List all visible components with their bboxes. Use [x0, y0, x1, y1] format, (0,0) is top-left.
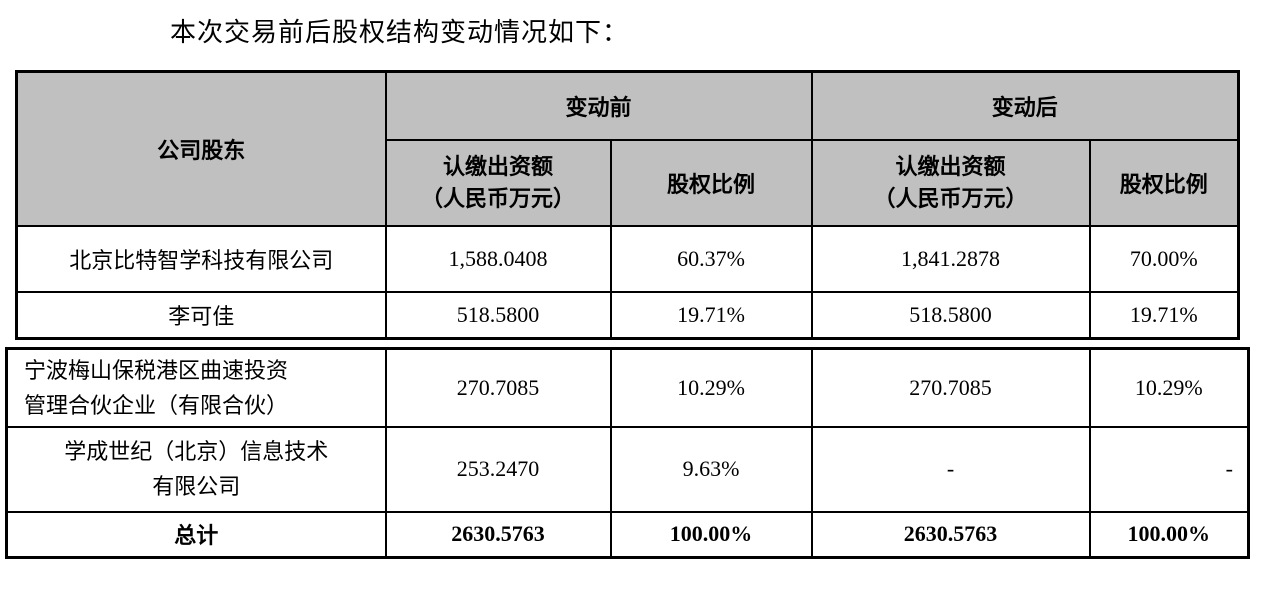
header-after-amount-line2: （人民币万元） — [873, 185, 1028, 211]
header-before-amount: 认缴出资额 （人民币万元） — [384, 138, 612, 227]
header-row-columns: 认缴出资额 （人民币万元） 股权比例 认缴出资额 （人民币万元） 股权比例 — [17, 138, 1240, 227]
equity-table-part2: 宁波梅山保税港区曲速投资管理合伙企业（有限合伙） 270.7085 10.29%… — [5, 347, 1250, 559]
shareholder-name-cell: 北京比特智学科技有限公司 — [15, 224, 387, 293]
header-before-amount-line1: 认缴出资额 — [442, 153, 553, 179]
before-amount-cell: 518.5800 — [384, 290, 612, 340]
header-after-amount: 认缴出资额 （人民币万元） — [810, 138, 1091, 227]
shareholder-name-text: 宁波梅山保税港区曲速投资管理合伙企业（有限合伙） — [24, 357, 289, 418]
header-after-amount-line1: 认缴出资额 — [895, 153, 1006, 179]
table-row: 李可佳 518.5800 19.71% 518.5800 19.71% — [15, 290, 1240, 340]
after-amount-cell: - — [810, 425, 1091, 513]
before-ratio-cell: 60.37% — [609, 224, 813, 293]
table-row: 北京比特智学科技有限公司 1,588.0408 60.37% 1,841.287… — [15, 224, 1240, 293]
after-amount-cell: 1,841.2878 — [810, 224, 1091, 293]
header-before-amount-line2: （人民币万元） — [420, 185, 575, 211]
before-amount-cell: 270.7085 — [384, 347, 612, 428]
after-ratio-cell: - — [1088, 425, 1250, 513]
header-row-groups: 公司股东 变动前 变动后 — [15, 70, 1240, 227]
after-ratio-cell: 100.00% — [1088, 510, 1250, 559]
shareholder-name-cell: 李可佳 — [15, 290, 387, 340]
shareholder-name-text: 学成世纪（北京）信息技术有限公司 — [64, 438, 329, 499]
after-amount-cell: 270.7085 — [810, 347, 1091, 428]
shareholder-name-cell: 学成世纪（北京）信息技术有限公司 — [5, 425, 387, 513]
before-ratio-cell: 19.71% — [609, 290, 813, 340]
before-amount-cell: 253.2470 — [384, 425, 612, 513]
after-ratio-cell: 70.00% — [1088, 224, 1240, 293]
total-row: 总计 2630.5763 100.00% 2630.5763 100.00% — [5, 510, 1250, 559]
header-before-group: 变动前 — [384, 70, 813, 141]
header-after-group: 变动后 — [810, 70, 1240, 141]
equity-table-header: 公司股东 变动前 变动后 认缴出资额 （人民币万元） 股权比例 认缴出资额 （人… — [15, 70, 1240, 227]
total-label-cell: 总计 — [5, 510, 387, 559]
equity-table-part1: 公司股东 变动前 变动后 认缴出资额 （人民币万元） 股权比例 认缴出资额 （人… — [15, 70, 1241, 340]
before-amount-cell: 2630.5763 — [384, 510, 612, 559]
after-ratio-cell: 19.71% — [1088, 290, 1240, 340]
shareholder-name-cell: 宁波梅山保税港区曲速投资管理合伙企业（有限合伙） — [5, 347, 387, 428]
section-title: 本次交易前后股权结构变动情况如下： — [170, 18, 630, 47]
before-ratio-cell: 10.29% — [609, 347, 813, 428]
after-amount-cell: 2630.5763 — [810, 510, 1091, 559]
after-amount-cell: 518.5800 — [810, 290, 1091, 340]
before-ratio-cell: 100.00% — [609, 510, 813, 559]
table-row: 学成世纪（北京）信息技术有限公司 253.2470 9.63% - - — [5, 425, 1250, 513]
after-ratio-cell: 10.29% — [1088, 347, 1250, 428]
table-row: 宁波梅山保税港区曲速投资管理合伙企业（有限合伙） 270.7085 10.29%… — [5, 347, 1250, 428]
before-amount-cell: 1,588.0408 — [384, 224, 612, 293]
header-shareholder: 公司股东 — [15, 70, 387, 227]
header-before-ratio: 股权比例 — [609, 138, 813, 227]
header-after-ratio: 股权比例 — [1088, 138, 1240, 227]
before-ratio-cell: 9.63% — [609, 425, 813, 513]
